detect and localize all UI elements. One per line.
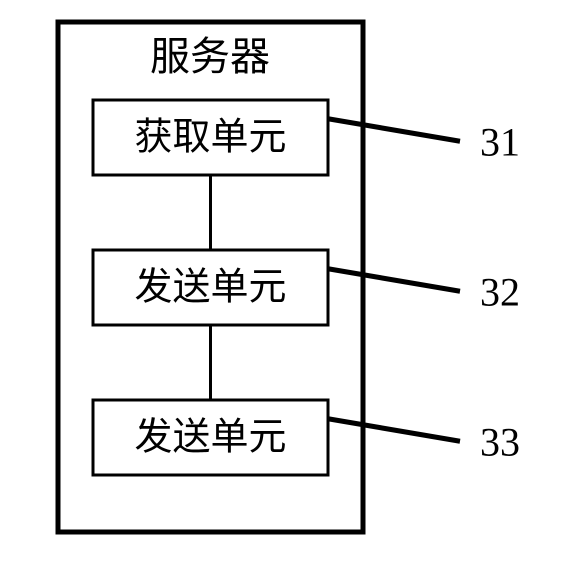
unit-label: 发送单元 bbox=[134, 267, 286, 309]
unit-label: 发送单元 bbox=[134, 417, 286, 459]
unit-label: 获取单元 bbox=[134, 117, 286, 159]
ref-label: 33 bbox=[480, 419, 520, 464]
block-diagram: 服务器获取单元 31 发送单元 32 发送单元 33 bbox=[0, 0, 564, 565]
ref-label: 32 bbox=[480, 269, 520, 314]
diagram-title: 服务器 bbox=[150, 34, 270, 79]
ref-label: 31 bbox=[480, 119, 520, 164]
